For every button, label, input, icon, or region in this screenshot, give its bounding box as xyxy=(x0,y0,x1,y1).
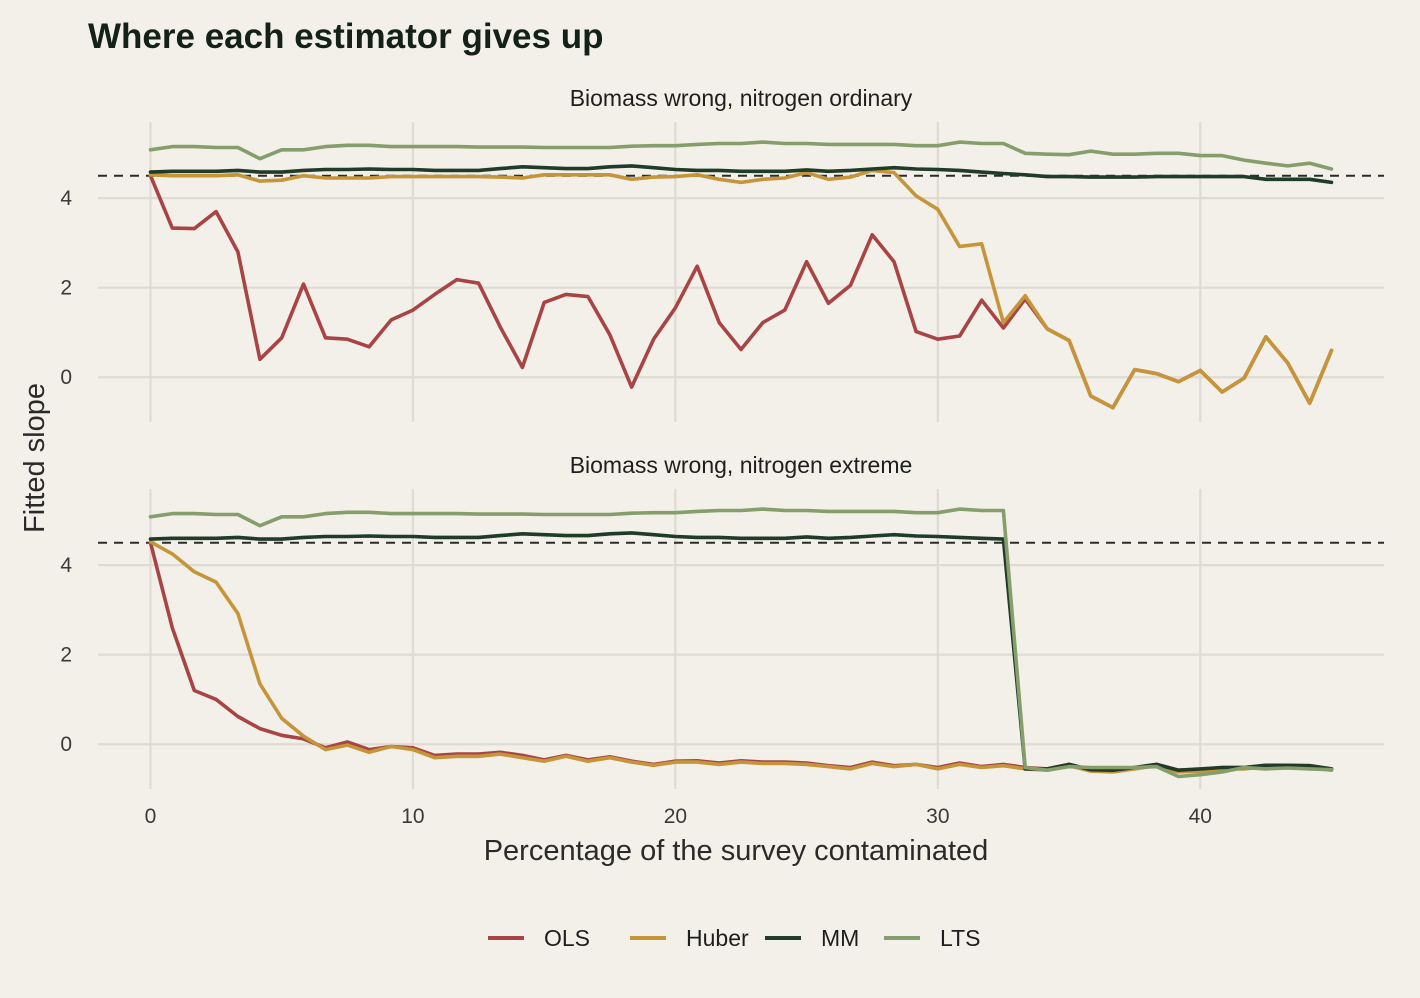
x-tick-label: 10 xyxy=(401,805,424,828)
series-line-lts xyxy=(148,140,1334,171)
series-line-lts xyxy=(148,507,1334,779)
x-tick-label: 40 xyxy=(1189,805,1212,828)
legend: OLS Huber MM LTS xyxy=(488,925,980,951)
legend-label: MM xyxy=(821,925,859,951)
panel-1: Biomass wrong, nitrogen ordinary 0 2 4 xyxy=(60,85,1384,422)
legend-item-huber: Huber xyxy=(630,925,749,951)
legend-label: LTS xyxy=(940,925,980,951)
panel-strip-label: Biomass wrong, nitrogen ordinary xyxy=(570,85,913,111)
legend-label: OLS xyxy=(544,925,590,951)
panel-2: Biomass wrong, nitrogen extreme 0 2 4 xyxy=(60,452,1384,789)
panel-strip-label: Biomass wrong, nitrogen extreme xyxy=(570,452,913,478)
y-tick-label: 4 xyxy=(60,554,72,577)
x-tick-label: 30 xyxy=(926,805,949,828)
y-tick-label: 4 xyxy=(60,187,72,210)
series-line-mm xyxy=(148,531,1334,772)
y-tick-label: 0 xyxy=(60,366,72,389)
legend-label: Huber xyxy=(686,925,749,951)
y-axis-title: Fitted slope xyxy=(19,383,51,533)
legend-item-mm: MM xyxy=(765,925,859,951)
panels: Biomass wrong, nitrogen ordinary024Bioma… xyxy=(60,85,1384,828)
legend-item-lts: LTS xyxy=(884,925,980,951)
legend-item-ols: OLS xyxy=(488,925,590,951)
series-line-mm xyxy=(148,164,1334,185)
chart-title: Where each estimator gives up xyxy=(88,17,603,56)
y-tick-label: 2 xyxy=(60,644,72,667)
y-tick-label: 0 xyxy=(60,733,72,756)
x-tick-label: 0 xyxy=(145,805,157,828)
y-tick-label: 2 xyxy=(60,277,72,300)
series-line-huber xyxy=(148,540,1334,774)
series-line-ols xyxy=(148,540,1334,772)
series-line-huber xyxy=(148,168,1334,410)
x-tick-label: 20 xyxy=(664,805,687,828)
x-axis-title: Percentage of the survey contaminated xyxy=(484,835,989,867)
